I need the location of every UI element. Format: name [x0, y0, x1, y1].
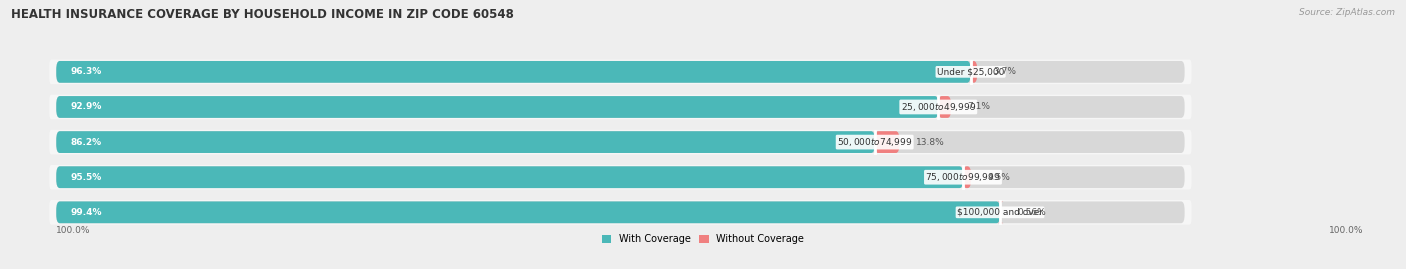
FancyBboxPatch shape: [875, 131, 900, 153]
Text: 7.1%: 7.1%: [967, 102, 990, 111]
Text: 96.3%: 96.3%: [70, 67, 101, 76]
Text: 86.2%: 86.2%: [70, 138, 101, 147]
Text: 100.0%: 100.0%: [56, 226, 91, 235]
FancyBboxPatch shape: [56, 61, 970, 83]
Text: 0.56%: 0.56%: [1018, 208, 1046, 217]
FancyBboxPatch shape: [56, 96, 938, 118]
Text: 100.0%: 100.0%: [1329, 226, 1364, 235]
FancyBboxPatch shape: [938, 96, 950, 118]
FancyBboxPatch shape: [56, 201, 1000, 223]
FancyBboxPatch shape: [998, 201, 1004, 223]
Text: Source: ZipAtlas.com: Source: ZipAtlas.com: [1299, 8, 1395, 17]
FancyBboxPatch shape: [49, 165, 1191, 189]
FancyBboxPatch shape: [56, 131, 875, 153]
FancyBboxPatch shape: [56, 166, 963, 188]
FancyBboxPatch shape: [963, 166, 972, 188]
FancyBboxPatch shape: [56, 61, 1185, 83]
Text: 4.5%: 4.5%: [987, 173, 1011, 182]
FancyBboxPatch shape: [49, 59, 1191, 84]
Legend: With Coverage, Without Coverage: With Coverage, Without Coverage: [599, 231, 807, 247]
FancyBboxPatch shape: [56, 166, 1185, 188]
Text: HEALTH INSURANCE COVERAGE BY HOUSEHOLD INCOME IN ZIP CODE 60548: HEALTH INSURANCE COVERAGE BY HOUSEHOLD I…: [11, 8, 515, 21]
FancyBboxPatch shape: [49, 130, 1191, 154]
Text: $100,000 and over: $100,000 and over: [957, 208, 1043, 217]
Text: $25,000 to $49,999: $25,000 to $49,999: [901, 101, 976, 113]
FancyBboxPatch shape: [56, 96, 1185, 118]
Text: 99.4%: 99.4%: [70, 208, 101, 217]
FancyBboxPatch shape: [970, 61, 977, 83]
Text: 95.5%: 95.5%: [70, 173, 101, 182]
FancyBboxPatch shape: [49, 200, 1191, 225]
Text: Under $25,000: Under $25,000: [936, 67, 1004, 76]
FancyBboxPatch shape: [49, 95, 1191, 119]
FancyBboxPatch shape: [56, 201, 1185, 223]
Text: 92.9%: 92.9%: [70, 102, 101, 111]
Text: 3.7%: 3.7%: [994, 67, 1017, 76]
FancyBboxPatch shape: [56, 131, 1185, 153]
Text: $50,000 to $74,999: $50,000 to $74,999: [837, 136, 912, 148]
Text: 13.8%: 13.8%: [915, 138, 945, 147]
Text: $75,000 to $99,999: $75,000 to $99,999: [925, 171, 1001, 183]
